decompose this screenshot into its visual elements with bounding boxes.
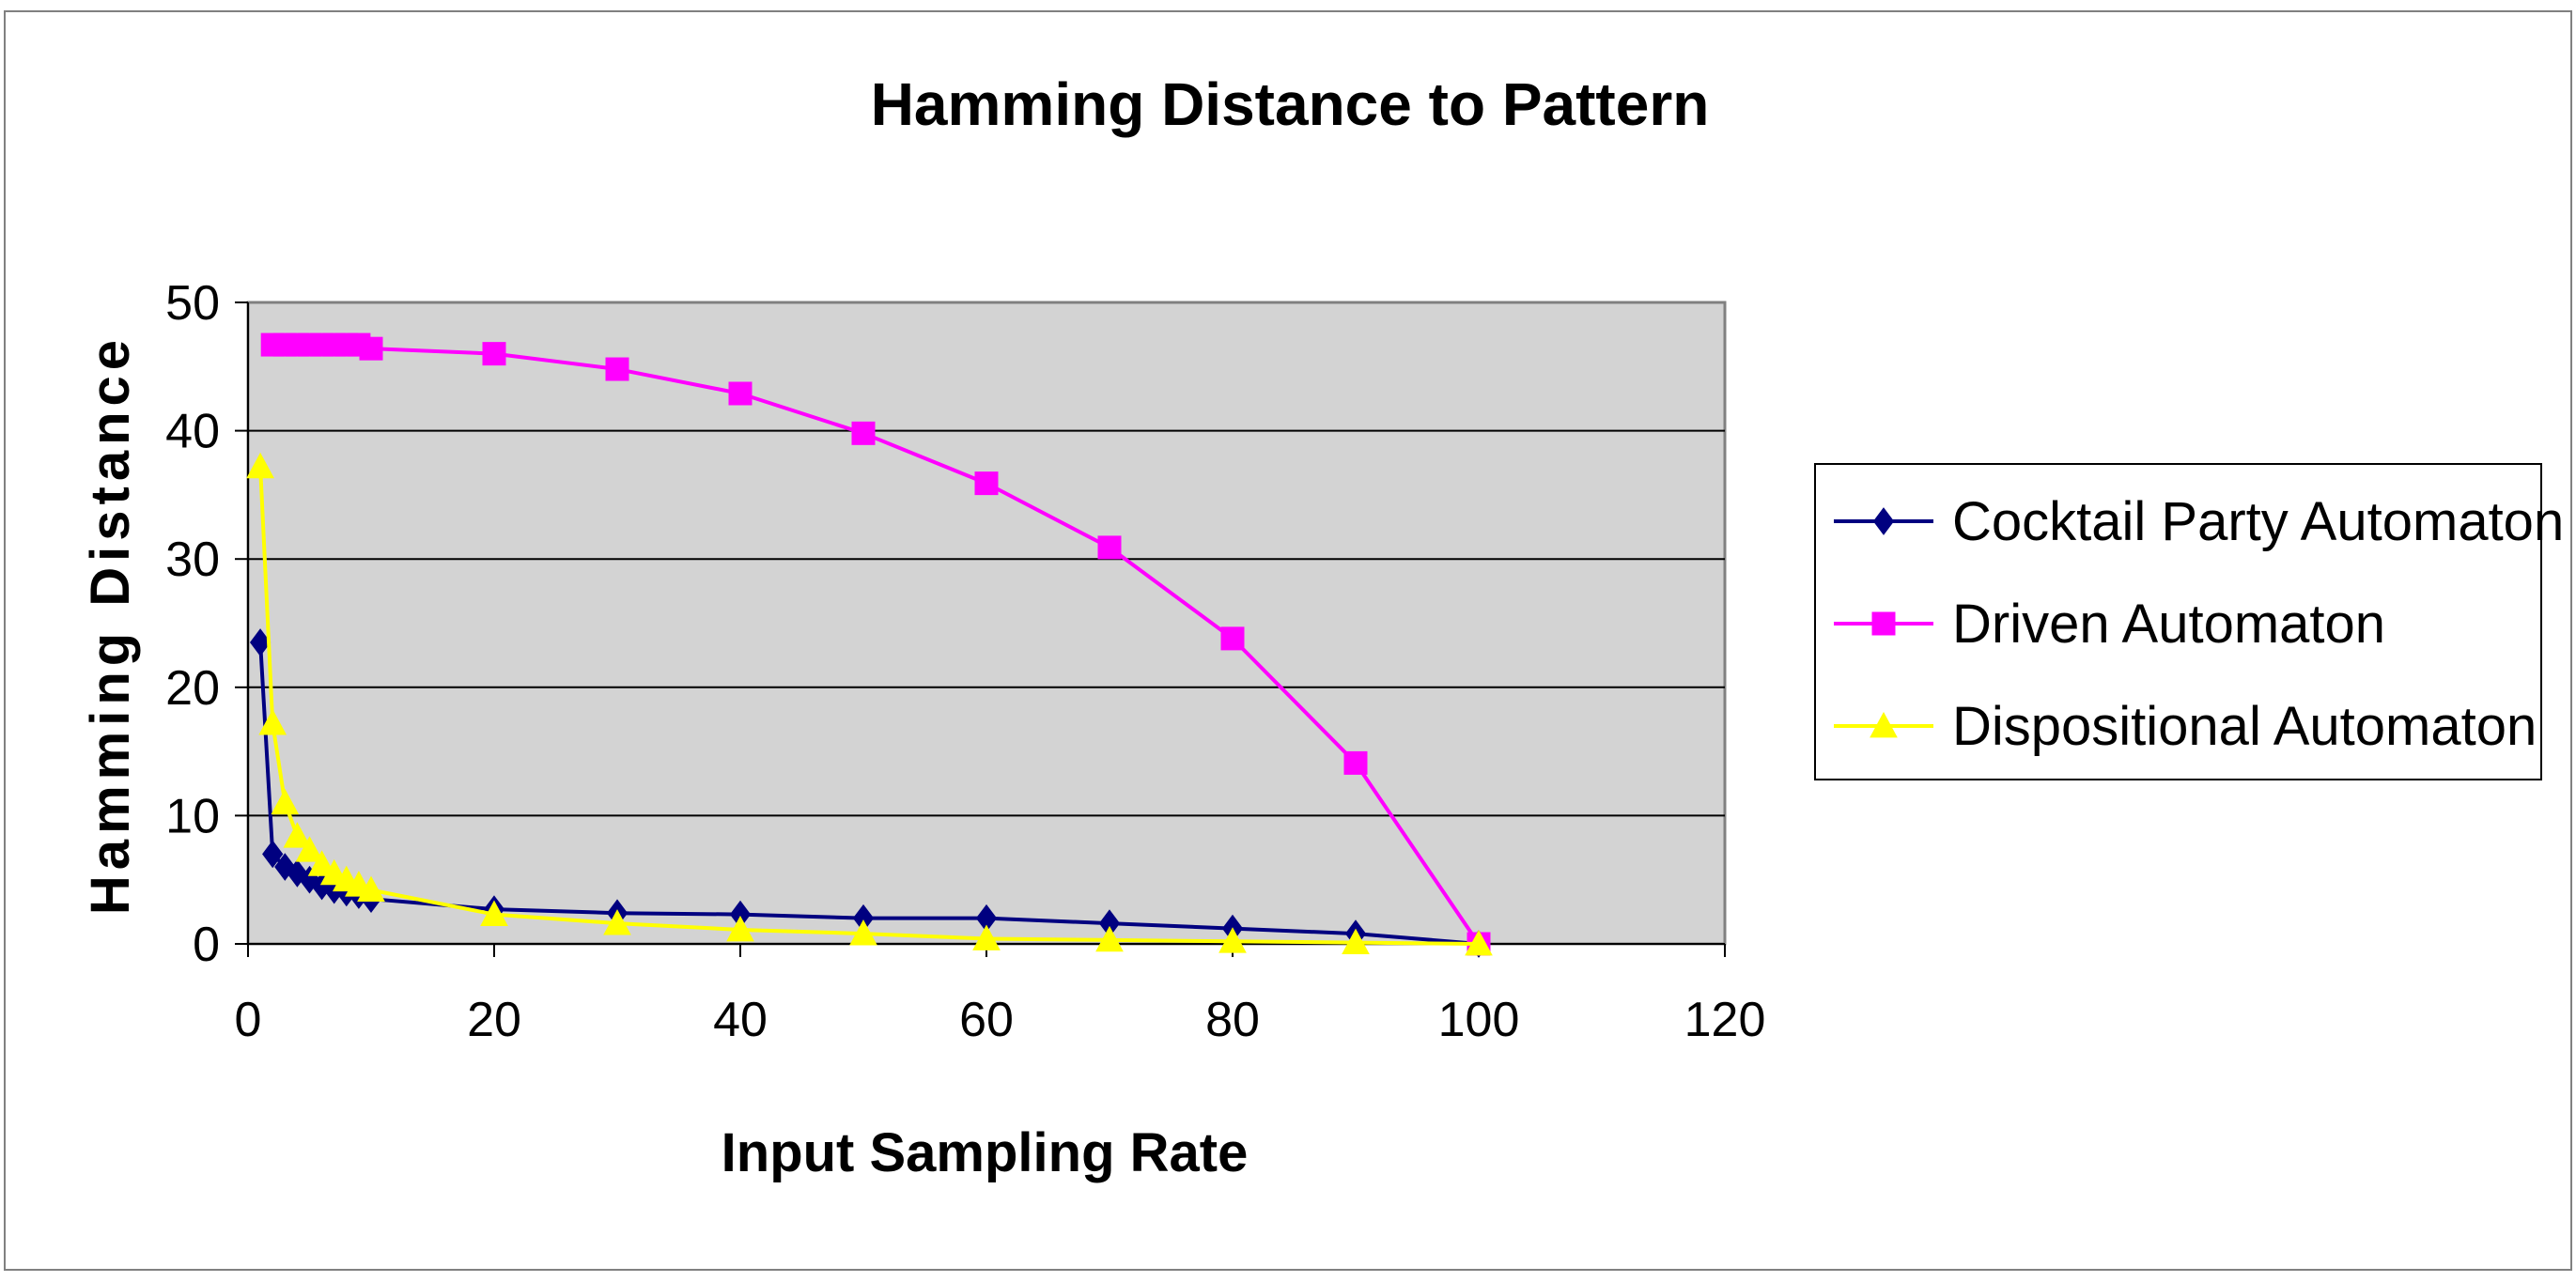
data-point-cocktail-party-automaton	[262, 840, 284, 869]
legend-label-dispositional-automaton: Dispositional Automaton	[1952, 696, 2537, 757]
data-point-dispositional-automaton	[1218, 927, 1247, 953]
data-point-dispositional-automaton	[271, 788, 300, 815]
data-point-driven-automaton	[359, 336, 383, 361]
y-tick-label: 10	[165, 789, 220, 843]
y-tick-label: 50	[165, 276, 220, 331]
y-tick-label: 0	[193, 918, 220, 972]
legend-label-driven-automaton: Driven Automaton	[1952, 594, 2385, 655]
data-point-driven-automaton	[1220, 626, 1245, 651]
data-point-dispositional-automaton	[1465, 929, 1493, 956]
y-tick-label: 20	[165, 661, 220, 716]
data-point-dispositional-automaton	[295, 836, 324, 862]
data-point-dispositional-automaton	[480, 900, 508, 926]
x-tick-label: 0	[235, 993, 262, 1047]
data-point-dispositional-automaton	[283, 822, 312, 848]
data-point-dispositional-automaton	[849, 919, 877, 946]
legend-label-cocktail-party-automaton: Cocktail Party Automaton	[1952, 491, 2564, 552]
data-point-driven-automaton	[851, 421, 876, 445]
y-tick-label: 40	[165, 405, 220, 459]
data-point-driven-automaton	[1343, 750, 1368, 775]
x-tick-label: 100	[1438, 993, 1520, 1047]
plot-area	[246, 301, 1727, 946]
data-point-dispositional-automaton	[972, 924, 1001, 950]
data-point-dispositional-automaton	[357, 875, 385, 903]
y-tick-label: 30	[165, 533, 220, 587]
grid-lines	[248, 429, 1725, 817]
x-tick-label: 20	[467, 993, 521, 1047]
data-point-dispositional-automaton	[726, 915, 754, 942]
data-point-dispositional-automaton	[258, 708, 287, 735]
data-point-driven-automaton	[974, 471, 999, 496]
chart-title: Hamming Distance to Pattern	[871, 70, 1710, 138]
legend-marker-dispositional-automaton	[1870, 711, 1898, 738]
legend-marker-cocktail-party-automaton	[1872, 507, 1895, 535]
legend	[1814, 463, 2542, 780]
tick-labels: 0 10 20 30 40 50 0 20 40 60 80 100 120	[165, 276, 1765, 1047]
x-tick-label: 60	[959, 993, 1014, 1047]
data-point-dispositional-automaton	[307, 850, 336, 876]
x-tick-label: 40	[713, 993, 768, 1047]
data-point-driven-automaton	[482, 342, 506, 366]
data-point-dispositional-automaton	[603, 909, 631, 935]
series-dispositional-automaton	[246, 452, 1493, 956]
data-point-dispositional-automaton	[246, 452, 274, 479]
data-point-dispositional-automaton	[1095, 925, 1124, 952]
x-axis-title: Input Sampling Rate	[722, 1122, 1249, 1183]
x-tick-label: 120	[1684, 993, 1766, 1047]
data-series	[246, 332, 1493, 958]
data-point-dispositional-automaton	[1342, 928, 1370, 955]
legend-entries: Cocktail Party Automaton Driven Automaton…	[1834, 491, 2564, 757]
data-point-driven-automaton	[728, 381, 753, 406]
data-point-driven-automaton	[605, 357, 629, 381]
y-axis-title: Hamming Distance	[80, 334, 141, 915]
legend-marker-driven-automaton	[1871, 611, 1896, 636]
data-point-driven-automaton	[1097, 535, 1122, 560]
x-tick-label: 80	[1205, 993, 1260, 1047]
series-driven-automaton	[260, 332, 1491, 956]
